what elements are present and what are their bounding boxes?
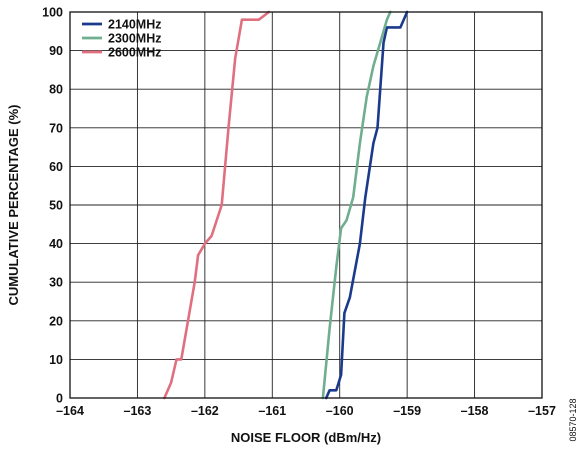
y-tick-label: 0	[56, 392, 63, 406]
legend-label-2140mhz: 2140MHz	[108, 18, 162, 32]
figure-id: 08570-128	[568, 398, 578, 441]
y-tick-label: 50	[49, 199, 63, 213]
x-tick-label: –157	[528, 404, 556, 418]
series-line-2300mhz	[321, 10, 392, 400]
x-tick-label: –158	[461, 404, 489, 418]
y-tick-label: 80	[49, 83, 63, 97]
x-tick-label: –164	[56, 404, 84, 418]
legend-label-2600mhz: 2600MHz	[108, 46, 162, 60]
y-tick-label: 100	[42, 6, 63, 20]
x-tick-label: –162	[191, 404, 219, 418]
x-tick-label: –161	[258, 404, 286, 418]
y-axis-title: CUMULATIVE PERCENTAGE (%)	[6, 104, 21, 305]
x-axis-title: NOISE FLOOR (dBm/Hz)	[231, 430, 381, 445]
x-tick-label: –160	[326, 404, 354, 418]
y-tick-label: 60	[49, 160, 63, 174]
x-tick-label: –163	[124, 404, 152, 418]
series-lines	[163, 10, 409, 400]
plot-frame	[69, 11, 543, 399]
y-tick-label: 40	[49, 237, 63, 251]
y-tick-labels: 0 10 20 30 40 50 60 70 80 90 100	[42, 6, 63, 406]
y-tick-label: 30	[49, 276, 63, 290]
x-tick-label: –159	[393, 404, 421, 418]
y-tick-label: 70	[49, 121, 63, 135]
y-tick-label: 90	[49, 44, 63, 58]
series-line-2140mhz	[324, 10, 409, 400]
legend-label-2300mhz: 2300MHz	[108, 32, 162, 46]
x-tick-labels: –164 –163 –162 –161 –160 –159 –158 –157	[56, 404, 556, 418]
series-line-2600mhz	[163, 10, 271, 400]
y-tick-label: 10	[49, 353, 63, 367]
y-tick-label: 20	[49, 314, 63, 328]
